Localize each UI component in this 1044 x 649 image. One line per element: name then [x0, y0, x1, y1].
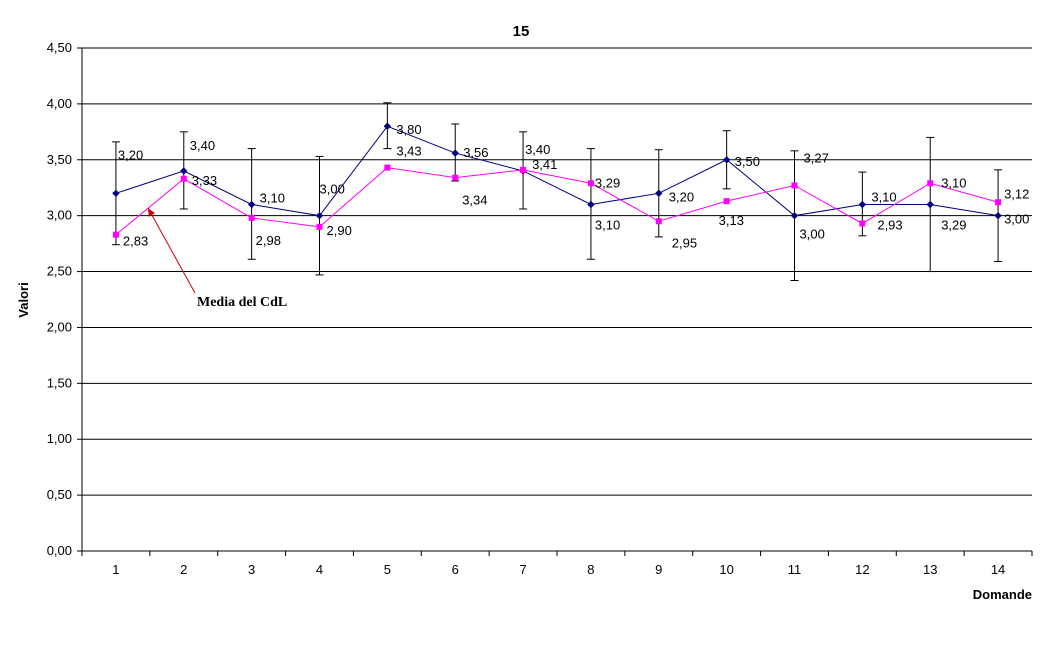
- x-tick-label: 13: [923, 562, 937, 577]
- series-2-point: [587, 180, 594, 187]
- data-label-series-2: 3,34: [462, 193, 487, 208]
- series-2-point: [452, 174, 459, 181]
- data-label-series-2: 3,13: [719, 213, 744, 228]
- y-tick-label: 3,50: [47, 152, 72, 167]
- y-tick-label: 3,00: [47, 208, 72, 223]
- data-label-series-2: 3,27: [804, 150, 829, 165]
- x-tick-label: 11: [788, 562, 802, 577]
- data-label-series-1: 3,80: [396, 122, 421, 137]
- x-tick-label: 4: [316, 562, 323, 577]
- y-axis-label: Valori: [16, 282, 31, 317]
- data-label-series-1: 3,56: [463, 145, 488, 160]
- series-2-point: [112, 231, 119, 238]
- series-1-point: [247, 200, 256, 209]
- series-1-point: [790, 211, 799, 220]
- x-tick-label: 14: [991, 562, 1005, 577]
- gridlines: [82, 47, 1032, 496]
- x-tick-label: 7: [519, 562, 526, 577]
- series-2-point: [180, 175, 187, 182]
- series-1-point: [383, 122, 392, 130]
- chart-title: 15: [513, 23, 530, 40]
- series-2-point: [248, 214, 255, 221]
- y-tick-label: 2,50: [47, 264, 72, 279]
- data-label-series-2: 2,98: [256, 233, 281, 248]
- annotation: Media del CdL: [147, 207, 287, 310]
- data-label-series-2: 2,93: [877, 217, 902, 232]
- annotation-arrow-head: [148, 208, 155, 217]
- x-tick-label: 6: [452, 562, 459, 577]
- data-label-series-2: 2,90: [327, 223, 352, 238]
- series-2-point: [791, 182, 798, 189]
- series-1-point: [994, 211, 1002, 220]
- series-markers: [112, 122, 1002, 238]
- data-labels: 3,20 3,40 3,10 3,00 3,80 3,56 3,40 3,10 3,20 3,50…: [118, 122, 1029, 250]
- series-line-2: [115, 167, 999, 236]
- data-label-series-1: 3,20: [118, 147, 143, 162]
- y-tick-label: 0,00: [47, 543, 72, 558]
- y-tick-label: 1,00: [47, 431, 72, 446]
- data-label-series-1: 3,00: [1004, 212, 1029, 227]
- annotation-arrow-line: [147, 207, 196, 294]
- y-tick-label: 0,50: [47, 487, 72, 502]
- x-tick-label: 12: [855, 562, 869, 577]
- series-1-point: [655, 189, 663, 198]
- x-tick-label: 10: [719, 562, 733, 577]
- x-tick-label: 9: [655, 562, 662, 577]
- series-1-point: [180, 167, 188, 175]
- series-1-point: [315, 211, 324, 220]
- series-2-point: [655, 218, 662, 225]
- x-tick-label: 5: [384, 562, 391, 577]
- series-2-point: [520, 166, 527, 173]
- series-1-point: [451, 149, 459, 157]
- y-tick-label: 4,00: [47, 96, 72, 111]
- annotation-text: Media del CdL: [197, 295, 287, 310]
- series-1-point: [722, 156, 731, 164]
- series-2-point: [859, 220, 866, 227]
- series-2-point: [723, 198, 730, 205]
- x-tick-label: 3: [248, 562, 255, 577]
- data-label-series-2: 3,41: [532, 157, 557, 172]
- data-label-series-1: 3,00: [800, 227, 825, 242]
- series-1-point: [858, 200, 867, 209]
- data-label-series-2: 3,43: [396, 144, 421, 159]
- data-label-series-1: 3,10: [260, 190, 285, 205]
- data-label-series-1: 3,40: [190, 138, 215, 153]
- data-label-series-1: 3,20: [669, 189, 694, 204]
- series-2-point: [927, 180, 934, 187]
- data-label-series-2: 3,29: [595, 175, 620, 190]
- data-label-series-2: 2,83: [123, 234, 148, 249]
- x-tick-label: 2: [180, 562, 187, 577]
- data-label-series-2: 3,33: [192, 173, 217, 188]
- y-tick-label: 1,50: [47, 375, 72, 390]
- series-2-point: [316, 223, 323, 230]
- data-label-series-2: 2,95: [672, 235, 697, 250]
- y-tick-label: 2,00: [47, 319, 72, 334]
- x-tick-label: 1: [112, 562, 119, 577]
- data-label-series-1: 3,10: [941, 175, 966, 190]
- series-2-point: [384, 164, 391, 171]
- data-label-series-1: 3,40: [525, 142, 550, 157]
- data-label-series-2: 3,12: [1004, 186, 1029, 201]
- series-1-point: [112, 189, 120, 198]
- x-tick-label: 8: [587, 562, 594, 577]
- y-tick-label: 4,50: [47, 40, 72, 55]
- x-axis-label: Domande: [973, 587, 1032, 602]
- series-lines: [115, 125, 999, 236]
- series-2-point: [995, 199, 1002, 206]
- data-label-series-1: 3,00: [320, 182, 345, 197]
- data-label-series-2: 3,29: [941, 217, 966, 232]
- series-1-point: [587, 200, 595, 209]
- data-label-series-1: 3,10: [871, 189, 896, 204]
- axes: 0,00 0,50 1,00 1,50 2,00 2,50 3,00 3,50 4,00 4,50…: [47, 40, 1033, 577]
- series-line-1: [115, 125, 999, 217]
- data-label-series-1: 3,50: [735, 154, 760, 169]
- data-label-series-1: 3,10: [595, 217, 620, 232]
- series-1-point: [926, 200, 934, 209]
